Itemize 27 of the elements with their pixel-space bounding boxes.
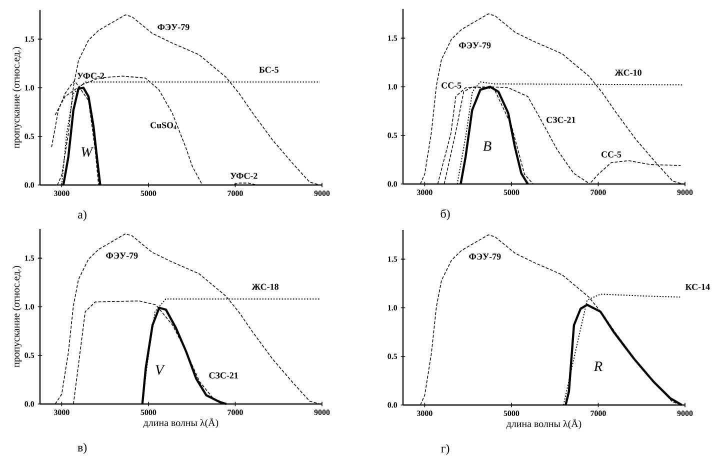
- annotation: УФС-2: [230, 172, 258, 179]
- series-label: V: [156, 365, 166, 375]
- series-label: ФЭУ-79: [158, 24, 190, 30]
- text: в): [78, 443, 87, 454]
- series-label: КС-14: [685, 284, 710, 290]
- series-label: W: [82, 147, 94, 157]
- series-label: ЖС-18: [252, 284, 278, 290]
- series-label: СС-5: [442, 82, 462, 88]
- y-axis-title: пропускание (относ.ед.): [12, 266, 22, 368]
- series-label: B: [482, 141, 492, 151]
- series-label: ЖС-10: [614, 70, 642, 76]
- series-label: СЗС-21: [546, 116, 576, 123]
- series-label: УФС-2: [77, 72, 104, 79]
- text: г): [441, 444, 450, 455]
- series-label: CuSO$_{4}$: [150, 122, 176, 130]
- series-label: ФЭУ-79: [459, 42, 491, 48]
- series-label: ФЭУ-79: [469, 254, 501, 260]
- text: б): [440, 209, 450, 220]
- x-axis-title: длина волны λ(Å): [143, 418, 218, 428]
- series-label: БС-5: [259, 66, 278, 73]
- x-axis-title: длина волны λ(Å): [506, 418, 582, 430]
- text: а): [78, 210, 86, 221]
- series-label: ФЭУ-79: [106, 252, 138, 259]
- series-label: СЗС-21: [209, 372, 238, 378]
- y-axis-title: пропускание (относ.ед.): [12, 46, 22, 148]
- annotation: СС-5: [601, 151, 622, 158]
- series-label: R: [594, 362, 602, 371]
